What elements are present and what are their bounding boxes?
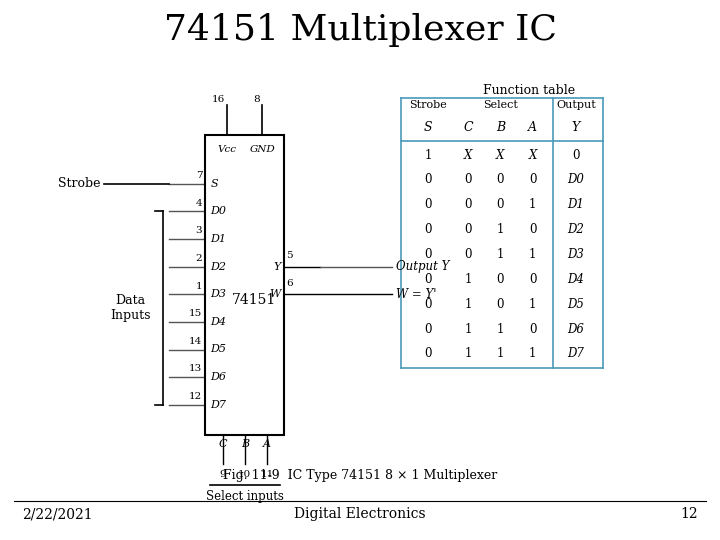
Text: D5: D5 — [567, 298, 585, 310]
Text: Function table: Function table — [483, 84, 575, 97]
Text: 12: 12 — [681, 507, 698, 521]
Text: Output Y: Output Y — [396, 260, 449, 273]
Text: 0: 0 — [497, 173, 504, 186]
Text: 15: 15 — [189, 309, 202, 318]
Text: 0: 0 — [464, 173, 472, 186]
Text: D4: D4 — [567, 273, 585, 286]
Text: X: X — [464, 148, 472, 161]
Text: GND: GND — [249, 145, 275, 154]
Text: Fig. 11-9  IC Type 74151 8 × 1 Multiplexer: Fig. 11-9 IC Type 74151 8 × 1 Multiplexe… — [223, 469, 497, 482]
Text: S: S — [424, 122, 433, 134]
Text: D7: D7 — [210, 400, 226, 410]
Text: 6: 6 — [287, 279, 293, 288]
Text: 1: 1 — [464, 347, 472, 360]
Text: 9: 9 — [220, 470, 226, 479]
Text: 1: 1 — [529, 347, 536, 360]
Text: 0: 0 — [425, 198, 432, 211]
Text: 7: 7 — [196, 171, 202, 180]
Text: W = Y': W = Y' — [396, 288, 436, 301]
Text: 8: 8 — [253, 95, 260, 104]
Text: 0: 0 — [464, 248, 472, 261]
Text: C: C — [218, 439, 227, 449]
Text: D2: D2 — [210, 262, 226, 272]
Text: D0: D0 — [567, 173, 585, 186]
Text: 0: 0 — [529, 173, 536, 186]
Text: W: W — [269, 289, 281, 299]
Text: Strobe: Strobe — [410, 100, 447, 110]
Text: 1: 1 — [464, 322, 472, 335]
Text: 1: 1 — [464, 298, 472, 310]
Text: Select inputs: Select inputs — [206, 490, 284, 503]
Text: Output: Output — [556, 100, 596, 110]
Text: B: B — [496, 122, 505, 134]
Text: Vcc: Vcc — [218, 145, 237, 154]
Text: 0: 0 — [425, 322, 432, 335]
Text: 0: 0 — [425, 298, 432, 310]
Text: 1: 1 — [529, 198, 536, 211]
Text: 10: 10 — [238, 470, 251, 479]
Text: 0: 0 — [529, 273, 536, 286]
Text: A: A — [263, 439, 271, 449]
Text: 0: 0 — [425, 347, 432, 360]
Text: 1: 1 — [196, 281, 202, 291]
Text: D7: D7 — [567, 347, 585, 360]
Text: 0: 0 — [497, 298, 504, 310]
Text: 0: 0 — [425, 248, 432, 261]
Text: 0: 0 — [529, 322, 536, 335]
Bar — [205, 135, 284, 435]
Text: D6: D6 — [567, 322, 585, 335]
Text: 4: 4 — [196, 199, 202, 208]
Text: 1: 1 — [529, 248, 536, 261]
Text: 1: 1 — [497, 347, 504, 360]
Text: D5: D5 — [210, 345, 226, 354]
Text: 0: 0 — [425, 223, 432, 236]
Text: 11: 11 — [261, 470, 274, 479]
Text: 2: 2 — [196, 254, 202, 263]
Text: D6: D6 — [210, 372, 226, 382]
Text: Digital Electronics: Digital Electronics — [294, 507, 426, 521]
Text: 1: 1 — [529, 298, 536, 310]
Text: X: X — [496, 148, 505, 161]
Text: 1: 1 — [497, 223, 504, 236]
Text: 1: 1 — [497, 248, 504, 261]
Text: 16: 16 — [212, 95, 225, 104]
Text: Strobe: Strobe — [58, 178, 101, 191]
Text: B: B — [240, 439, 249, 449]
Text: 0: 0 — [464, 223, 472, 236]
Text: 74151 Multiplexer IC: 74151 Multiplexer IC — [163, 13, 557, 46]
Text: 3: 3 — [196, 226, 202, 235]
Text: X: X — [528, 148, 537, 161]
Text: 2/22/2021: 2/22/2021 — [22, 507, 92, 521]
Text: A: A — [528, 122, 537, 134]
Text: 0: 0 — [464, 198, 472, 211]
Text: 0: 0 — [529, 223, 536, 236]
Text: 13: 13 — [189, 364, 202, 373]
Text: 0: 0 — [425, 273, 432, 286]
Text: D3: D3 — [567, 248, 585, 261]
Text: Y: Y — [274, 262, 281, 272]
Text: C: C — [463, 122, 473, 134]
Text: S: S — [210, 179, 218, 189]
Text: 5: 5 — [287, 251, 293, 260]
Text: 74151: 74151 — [232, 293, 276, 307]
Text: D4: D4 — [210, 317, 226, 327]
Text: 0: 0 — [497, 273, 504, 286]
Text: 0: 0 — [497, 198, 504, 211]
Text: 1: 1 — [464, 273, 472, 286]
Text: Data
Inputs: Data Inputs — [110, 294, 150, 322]
Text: D0: D0 — [210, 206, 226, 217]
Text: 1: 1 — [497, 322, 504, 335]
Text: Y: Y — [572, 122, 580, 134]
Text: 12: 12 — [189, 392, 202, 401]
Text: 0: 0 — [425, 173, 432, 186]
Text: 14: 14 — [189, 337, 202, 346]
Text: Select: Select — [483, 100, 518, 110]
Text: 1: 1 — [425, 148, 432, 161]
Text: 0: 0 — [572, 148, 580, 161]
Text: D1: D1 — [567, 198, 585, 211]
Text: D2: D2 — [567, 223, 585, 236]
Text: D3: D3 — [210, 289, 226, 299]
Text: D1: D1 — [210, 234, 226, 244]
